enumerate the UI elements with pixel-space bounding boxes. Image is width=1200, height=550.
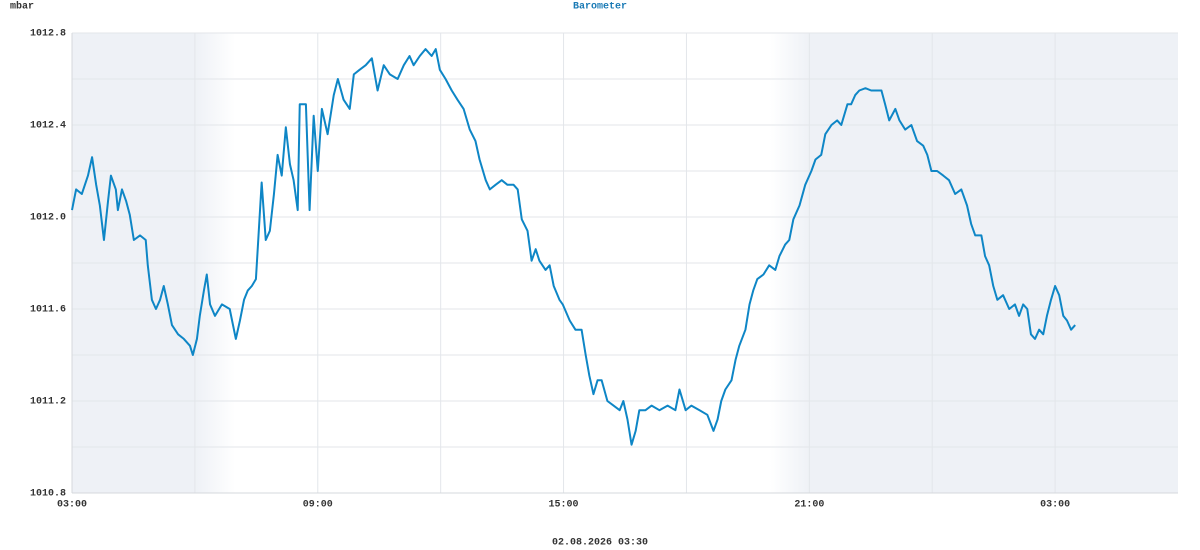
x-tick-label: 09:00 <box>303 500 333 511</box>
x-tick-label: 15:00 <box>549 500 579 511</box>
x-tick-label: 03:00 <box>57 500 87 511</box>
y-tick-label: 1012.8 <box>30 29 66 40</box>
y-tick-label: 1010.8 <box>30 489 66 500</box>
chart-title: Barometer <box>573 2 627 13</box>
plot <box>71 48 1076 446</box>
y-tick-label: 1011.2 <box>30 397 66 408</box>
y-tick-label: 1012.4 <box>30 121 66 132</box>
y-axis-label: mbar <box>10 1 34 13</box>
caption: 02.08.2026 03:30 <box>552 538 648 549</box>
x-tick-label: 03:00 <box>1040 500 1070 511</box>
x-tick-label: 21:00 <box>794 500 824 511</box>
y-tick-label: 1011.6 <box>30 305 66 316</box>
y-tick-label: 1012.0 <box>30 213 66 224</box>
grid <box>71 32 1178 494</box>
data-line <box>71 48 1076 446</box>
